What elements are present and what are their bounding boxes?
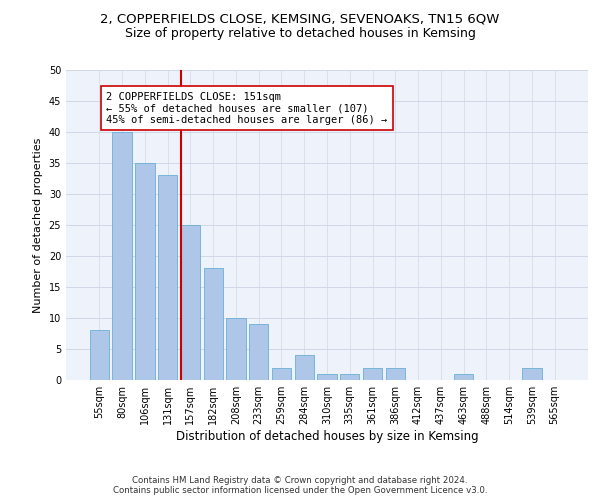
Bar — [522, 368, 542, 380]
Bar — [112, 132, 132, 380]
Text: Contains HM Land Registry data © Crown copyright and database right 2024.
Contai: Contains HM Land Registry data © Crown c… — [113, 476, 487, 495]
X-axis label: Distribution of detached houses by size in Kemsing: Distribution of detached houses by size … — [176, 430, 478, 443]
Bar — [226, 318, 245, 380]
Bar — [181, 225, 200, 380]
Bar — [317, 374, 337, 380]
Text: 2, COPPERFIELDS CLOSE, KEMSING, SEVENOAKS, TN15 6QW: 2, COPPERFIELDS CLOSE, KEMSING, SEVENOAK… — [100, 12, 500, 26]
Bar — [272, 368, 291, 380]
Bar — [363, 368, 382, 380]
Bar — [135, 163, 155, 380]
Y-axis label: Number of detached properties: Number of detached properties — [33, 138, 43, 312]
Bar — [454, 374, 473, 380]
Bar — [90, 330, 109, 380]
Bar — [158, 176, 178, 380]
Bar — [249, 324, 268, 380]
Text: 2 COPPERFIELDS CLOSE: 151sqm
← 55% of detached houses are smaller (107)
45% of s: 2 COPPERFIELDS CLOSE: 151sqm ← 55% of de… — [106, 92, 388, 125]
Bar — [386, 368, 405, 380]
Bar — [340, 374, 359, 380]
Text: Size of property relative to detached houses in Kemsing: Size of property relative to detached ho… — [125, 28, 475, 40]
Bar — [203, 268, 223, 380]
Bar — [295, 355, 314, 380]
